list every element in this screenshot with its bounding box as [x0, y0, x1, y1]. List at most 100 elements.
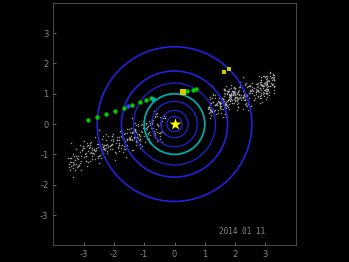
Point: [266, 87, 271, 91]
Point: [72, 168, 78, 172]
Point: [136, 138, 142, 142]
Point: [231, 90, 236, 94]
Point: [105, 149, 110, 153]
Point: [271, 78, 277, 82]
Point: [215, 92, 221, 96]
Point: [257, 73, 262, 78]
Point: [120, 149, 126, 154]
Point: [155, 114, 160, 118]
Point: [73, 161, 79, 166]
Point: [272, 74, 277, 79]
Point: [268, 76, 273, 80]
Point: [89, 148, 95, 152]
Point: [137, 137, 142, 141]
Point: [263, 87, 269, 91]
Point: [135, 134, 140, 139]
Point: [96, 128, 102, 132]
Point: [215, 111, 221, 116]
Point: [260, 86, 266, 90]
Point: [226, 95, 231, 99]
Point: [158, 131, 163, 135]
Point: [251, 97, 256, 102]
Point: [262, 88, 268, 92]
Point: [211, 109, 216, 113]
Point: [67, 165, 72, 169]
Point: [148, 126, 154, 130]
Point: [95, 145, 101, 149]
Point: [217, 105, 222, 109]
Point: [137, 100, 142, 104]
Point: [223, 103, 229, 107]
Point: [264, 83, 269, 88]
Point: [79, 168, 84, 172]
Point: [133, 139, 139, 143]
Point: [241, 92, 246, 97]
Point: [85, 160, 91, 164]
Point: [162, 116, 168, 120]
Point: [126, 104, 131, 108]
Point: [207, 97, 213, 101]
Point: [258, 96, 263, 100]
Point: [111, 139, 116, 143]
Point: [222, 90, 227, 95]
Point: [83, 154, 89, 159]
Point: [234, 92, 240, 97]
Point: [253, 90, 259, 94]
Point: [149, 118, 155, 122]
Point: [218, 106, 223, 111]
Point: [223, 114, 229, 119]
Point: [144, 127, 150, 131]
Point: [104, 145, 109, 150]
Point: [252, 93, 257, 97]
Point: [242, 94, 247, 98]
Point: [85, 149, 91, 153]
Point: [180, 90, 186, 94]
Point: [132, 135, 137, 139]
Point: [222, 103, 227, 107]
Point: [218, 101, 224, 105]
Point: [94, 115, 100, 119]
Point: [246, 96, 252, 100]
Point: [149, 122, 155, 126]
Point: [92, 135, 98, 139]
Point: [129, 129, 135, 134]
Point: [89, 146, 94, 150]
Point: [87, 151, 93, 156]
Point: [250, 88, 255, 92]
Point: [269, 78, 275, 82]
Point: [255, 94, 261, 98]
Point: [97, 153, 103, 157]
Point: [151, 132, 157, 136]
Point: [137, 146, 143, 150]
Point: [116, 135, 121, 139]
Point: [110, 132, 116, 136]
Point: [122, 139, 127, 143]
Point: [264, 81, 270, 85]
Point: [119, 135, 125, 139]
Point: [228, 92, 233, 97]
Point: [134, 123, 139, 127]
Point: [229, 95, 234, 99]
Point: [229, 101, 235, 105]
Point: [101, 146, 106, 150]
Point: [222, 88, 228, 92]
Point: [221, 97, 226, 101]
Point: [245, 99, 251, 103]
Point: [223, 102, 228, 106]
Point: [212, 108, 218, 112]
Point: [225, 97, 231, 102]
Point: [97, 161, 102, 166]
Point: [271, 88, 277, 92]
Point: [100, 151, 105, 155]
Point: [235, 101, 240, 105]
Point: [137, 134, 143, 138]
Point: [265, 75, 270, 80]
Point: [254, 92, 259, 96]
Point: [226, 93, 231, 97]
Point: [84, 144, 90, 148]
Point: [221, 69, 227, 74]
Point: [227, 94, 233, 99]
Point: [133, 130, 139, 134]
Point: [151, 118, 156, 122]
Point: [209, 109, 215, 113]
